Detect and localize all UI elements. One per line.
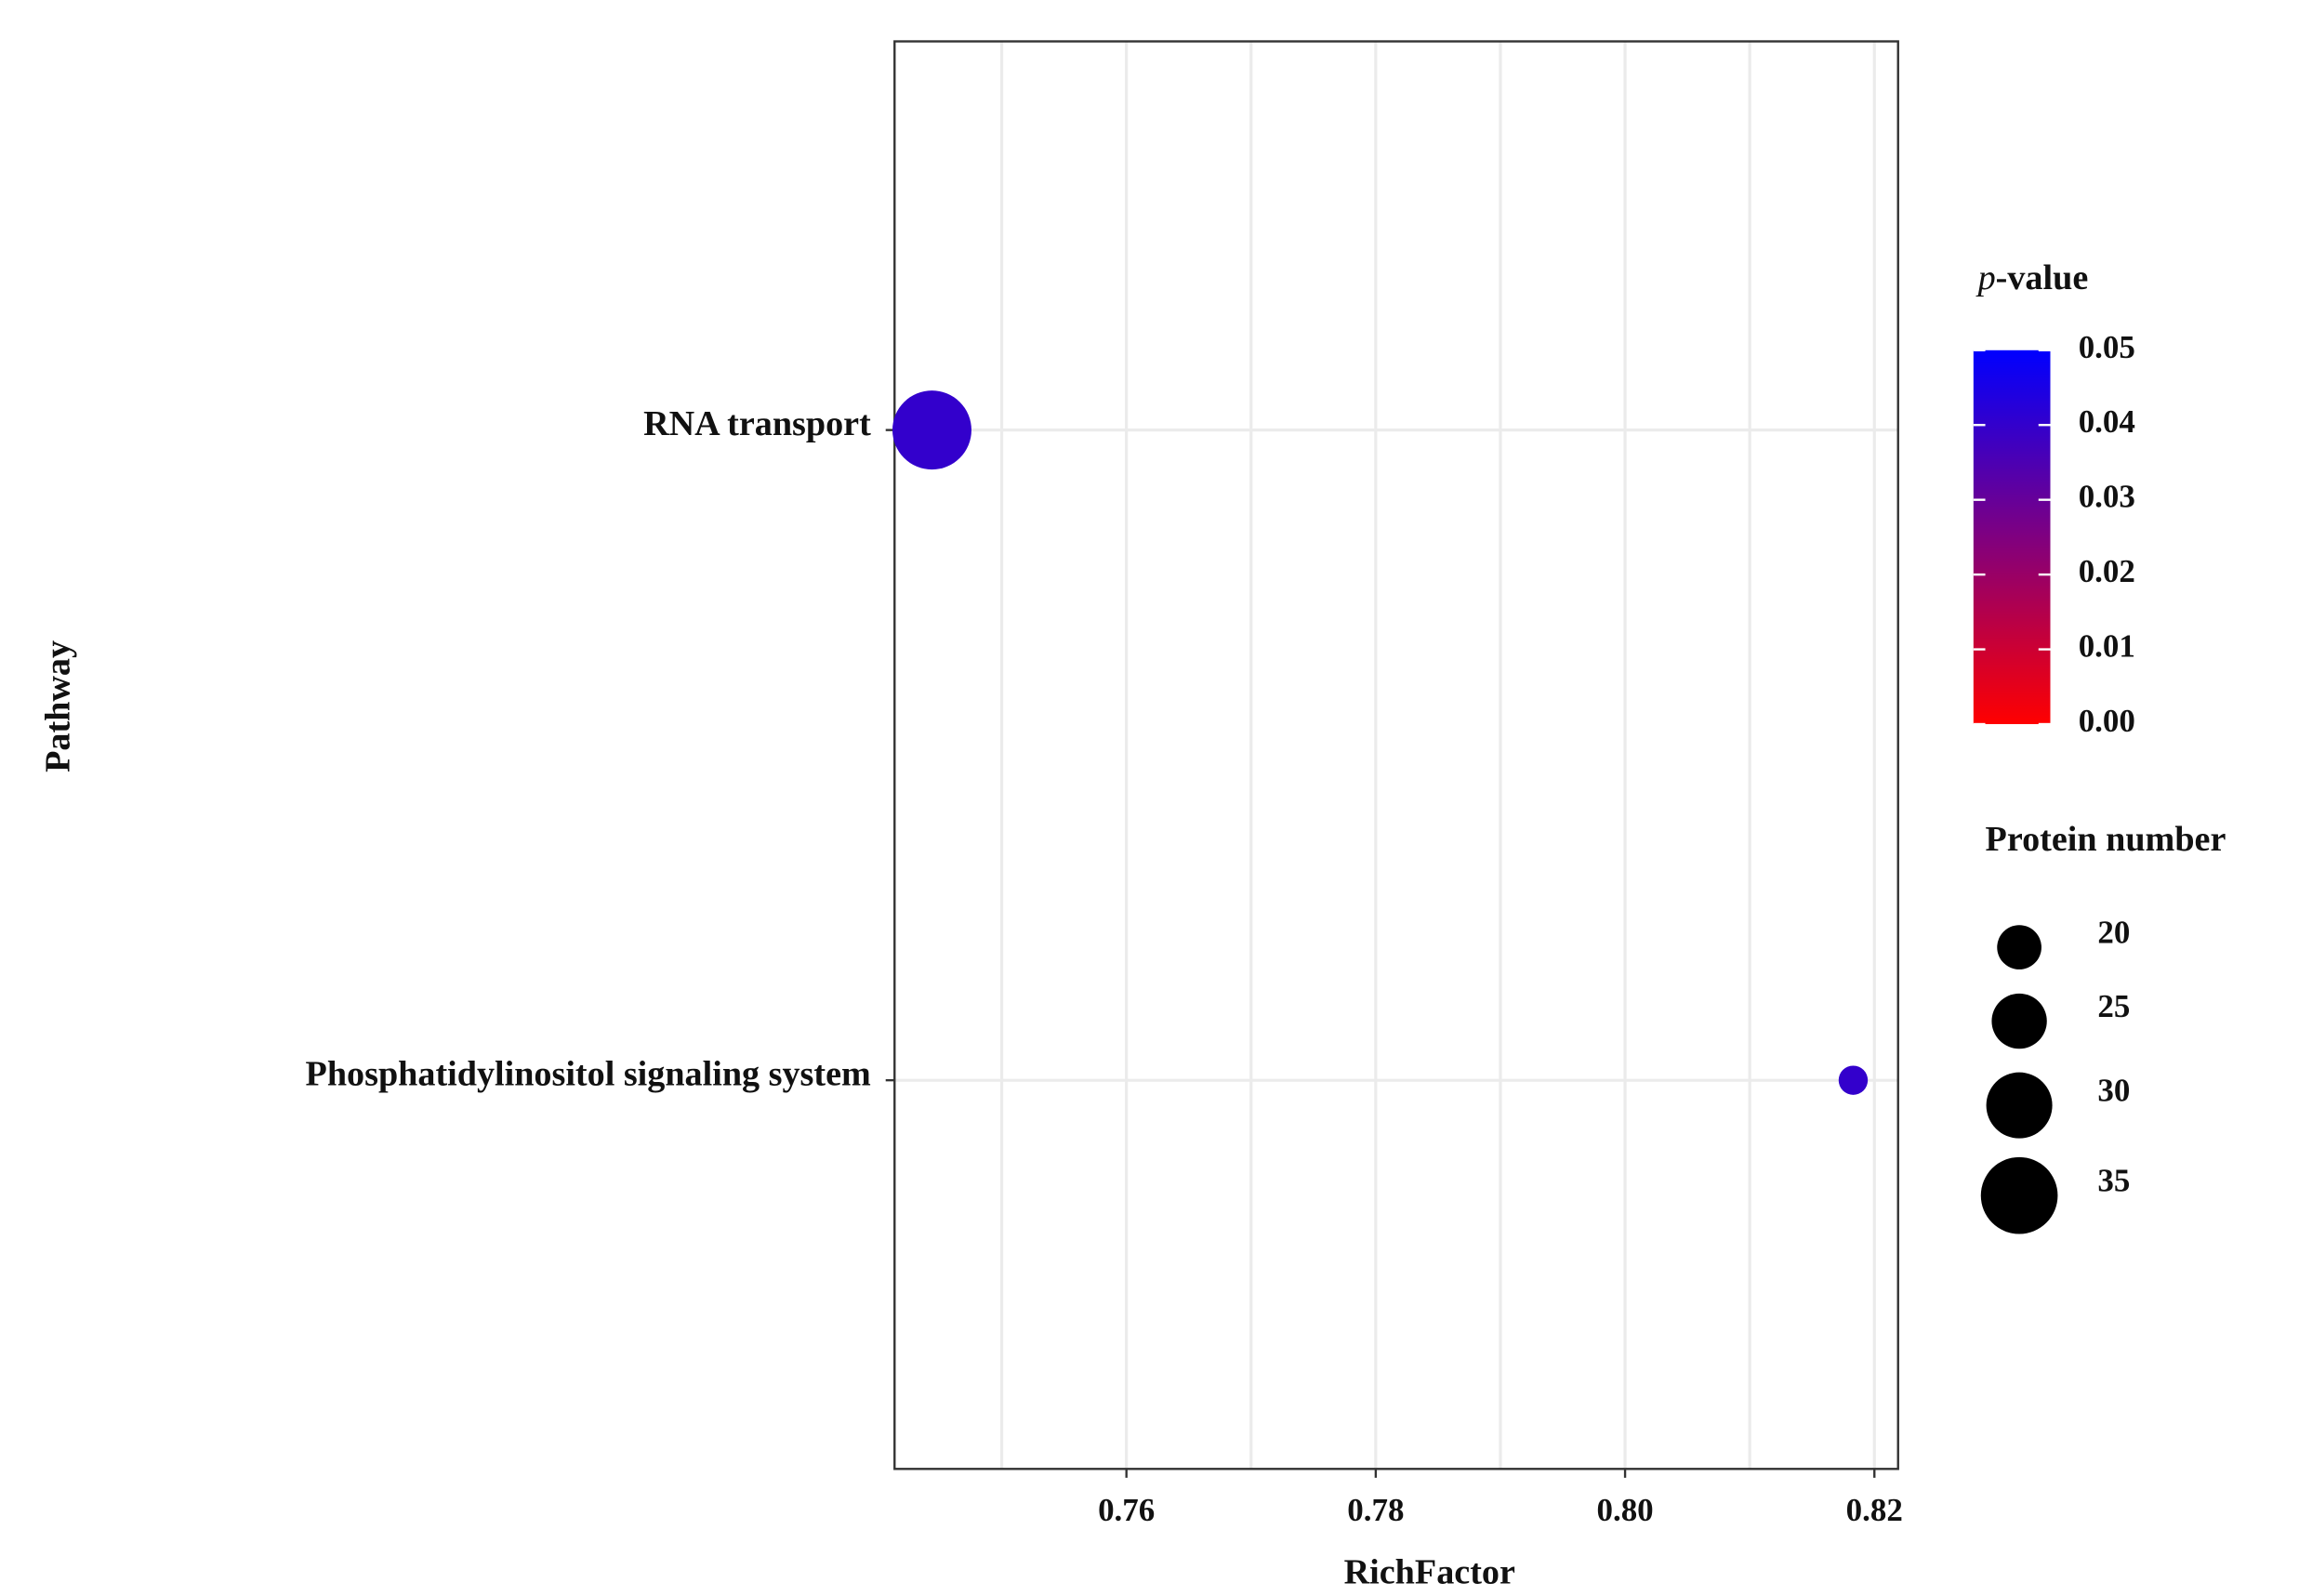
x-tick-label: 0.76 bbox=[1098, 1492, 1155, 1528]
color-bar-label: 0.00 bbox=[2079, 703, 2135, 739]
size-legend-key bbox=[1980, 1156, 2058, 1234]
color-bar-label: 0.02 bbox=[2079, 553, 2135, 589]
size-legend-label: 20 bbox=[2097, 914, 2130, 950]
bubble bbox=[892, 390, 971, 470]
color-bar-label: 0.01 bbox=[2079, 628, 2135, 665]
x-axis-label: RichFactor bbox=[1344, 1552, 1515, 1591]
size-legend-label: 25 bbox=[2097, 988, 2130, 1024]
size-legend-label: 35 bbox=[2097, 1162, 2130, 1198]
color-bar bbox=[1973, 350, 2051, 725]
plot-border bbox=[893, 40, 1899, 1471]
color-bar-label: 0.05 bbox=[2079, 329, 2135, 365]
size-legend-key bbox=[1986, 1072, 2053, 1139]
size-legend-title: Protein number bbox=[1986, 820, 2226, 859]
size-legend-label: 30 bbox=[2097, 1072, 2130, 1108]
x-tick-label: 0.82 bbox=[1846, 1492, 1903, 1528]
size-legend-key bbox=[1991, 993, 2047, 1049]
x-tick-label: 0.80 bbox=[1596, 1492, 1653, 1528]
bubble bbox=[1838, 1065, 1869, 1095]
color-legend-title: p-value bbox=[1975, 258, 2089, 297]
y-tick-label: RNA transport bbox=[643, 404, 871, 443]
x-tick-label: 0.78 bbox=[1347, 1492, 1404, 1528]
color-legend-title-italic: p bbox=[1975, 258, 1996, 297]
color-bar-label: 0.04 bbox=[2079, 403, 2135, 440]
color-bar-label: 0.03 bbox=[2079, 479, 2135, 515]
y-tick-label: Phosphatidylinositol signaling system bbox=[306, 1055, 872, 1094]
size-legend-key bbox=[1997, 925, 2041, 969]
y-axis-label: Pathway bbox=[38, 640, 77, 772]
color-legend-title-text: -value bbox=[1996, 258, 2089, 297]
